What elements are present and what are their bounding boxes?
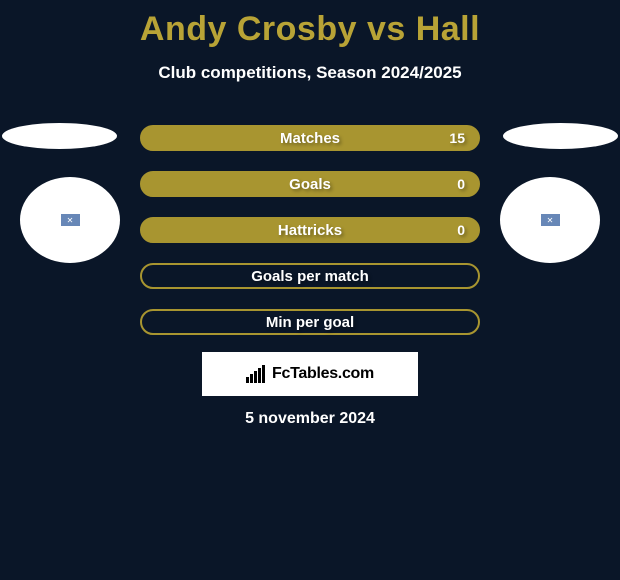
- stat-value: 0: [457, 222, 465, 238]
- stat-value: 0: [457, 176, 465, 192]
- stat-bars: Matches 15 Goals 0 Hattricks 0 Goals per…: [140, 125, 480, 355]
- player-ellipse-left: [2, 123, 117, 149]
- flag-icon-left: ✕: [60, 213, 81, 227]
- stat-label: Goals: [289, 176, 331, 193]
- stat-bar-min-per-goal: Min per goal: [140, 309, 480, 335]
- player-ellipse-right: [503, 123, 618, 149]
- logo-text: FcTables.com: [272, 365, 374, 383]
- stat-label: Goals per match: [251, 268, 369, 285]
- player-circle-left: ✕: [20, 177, 120, 263]
- flag-icon-right: ✕: [540, 213, 561, 227]
- date-label: 5 november 2024: [0, 410, 620, 428]
- logo-chart-icon: [246, 365, 268, 383]
- stat-bar-hattricks: Hattricks 0: [140, 217, 480, 243]
- stat-value: 15: [449, 130, 465, 146]
- stat-label: Min per goal: [266, 314, 354, 331]
- stat-label: Matches: [280, 130, 340, 147]
- logo-box: FcTables.com: [202, 352, 418, 396]
- player-circle-right: ✕: [500, 177, 600, 263]
- stat-bar-goals-per-match: Goals per match: [140, 263, 480, 289]
- flag-glyph: ✕: [67, 216, 74, 225]
- page-subtitle: Club competitions, Season 2024/2025: [0, 63, 620, 83]
- stat-label: Hattricks: [278, 222, 342, 239]
- flag-glyph: ✕: [547, 216, 554, 225]
- stat-bar-goals: Goals 0: [140, 171, 480, 197]
- stat-bar-matches: Matches 15: [140, 125, 480, 151]
- page-title: Andy Crosby vs Hall: [0, 0, 620, 49]
